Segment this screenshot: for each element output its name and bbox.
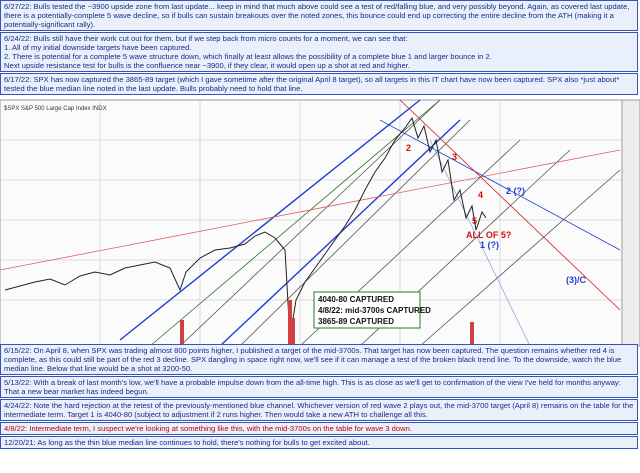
- note-line: 12/20/21: As long as the thin blue media…: [4, 438, 370, 447]
- wave-label: 2 (?): [506, 186, 525, 196]
- volume-bars: [180, 300, 474, 344]
- note: 5/13/22: With a break of last month's lo…: [0, 376, 638, 398]
- wave-label: 1 (?): [480, 240, 499, 250]
- wave-label: 2: [406, 143, 411, 153]
- note-line: 6/15/22: On April 8, when SPX was tradin…: [4, 346, 622, 373]
- note: 4/8/22: Intermediate term, I suspect we'…: [0, 422, 638, 435]
- chart-frame: [0, 99, 623, 347]
- note-line: 2. There is potential for a complete 5 w…: [4, 52, 492, 61]
- price-axis: [621, 99, 640, 347]
- note: 6/15/22: On April 8, when SPX was tradin…: [0, 344, 638, 375]
- captured-text: 4/8/22: mid-3700s CAPTURED: [318, 306, 431, 315]
- note-line: Next upside resistance test for bulls is…: [4, 61, 410, 70]
- captured-box: [313, 291, 421, 329]
- note-line: 5/13/22: With a break of last month's lo…: [4, 378, 621, 396]
- top-notes: 6/27/22: Bulls tested the ~3900 upside z…: [0, 0, 638, 96]
- captured-text: 3865-89 CAPTURED: [318, 317, 394, 326]
- note-line: 6/17/22: SPX has now captured the 3865-8…: [4, 75, 620, 93]
- captured-text: 4040-80 CAPTURED: [318, 295, 394, 304]
- note: 4/24/22: Note the hard rejection at the …: [0, 399, 638, 421]
- wave-label: ALL OF 5?: [466, 230, 511, 240]
- wave-label: 5: [472, 216, 477, 226]
- price-line: [4, 116, 487, 339]
- note-line: 4/8/22: Intermediate term, I suspect we'…: [4, 424, 412, 433]
- bottom-notes: 6/15/22: On April 8, when SPX was tradin…: [0, 344, 638, 450]
- note-line: 1. All of my initial downside targets ha…: [4, 43, 192, 52]
- note-line: 6/24/22: Bulls still have their work cut…: [4, 34, 408, 43]
- note-line: 4/24/22: Note the hard rejection at the …: [4, 401, 634, 419]
- wave-label: (3)/C: [566, 275, 587, 285]
- chart-title: $SPX S&P 500 Large Cap Index INDX: [4, 106, 107, 112]
- note: 6/17/22: SPX has now captured the 3865-8…: [0, 73, 638, 95]
- wave-label: 3: [452, 152, 457, 162]
- note: 6/27/22: Bulls tested the ~3900 upside z…: [0, 0, 638, 31]
- note: 6/24/22: Bulls still have their work cut…: [0, 32, 638, 72]
- wave-label: 4: [478, 190, 483, 200]
- note-line: 6/27/22: Bulls tested the ~3900 upside z…: [4, 2, 630, 29]
- note: 12/20/21: As long as the thin blue media…: [0, 436, 638, 449]
